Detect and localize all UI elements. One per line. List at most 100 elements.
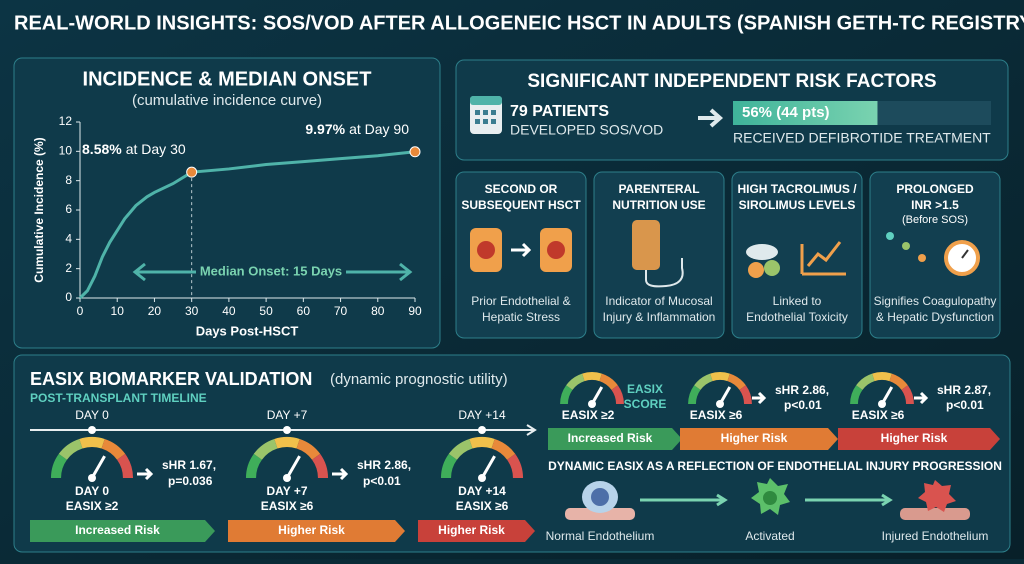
card-description: Indicator of Mucosal: [605, 294, 712, 308]
highlight-value: 8.58%: [82, 141, 122, 157]
cell-icons: [565, 478, 970, 520]
card-title: PARENTERAL: [618, 182, 699, 196]
y-tick-label: 0: [65, 290, 72, 304]
icon-part: [886, 232, 894, 240]
y-tick-label: 4: [65, 232, 72, 246]
gauge-segment: [710, 372, 730, 382]
highlight-point: [186, 166, 198, 178]
arrow: [137, 467, 154, 481]
highlight-label: 9.97% at Day 90: [305, 120, 409, 136]
panel-title: SIGNIFICANT INDEPENDENT RISK FACTORS: [527, 71, 936, 92]
gauge-segment: [599, 373, 618, 391]
gauge-segment: [469, 437, 495, 449]
gauge-needle: [90, 455, 106, 479]
icon-part: [511, 242, 532, 258]
icon-part: [800, 241, 846, 276]
p-value: p<0.01: [946, 398, 984, 412]
score-label: EASIX: [627, 382, 663, 396]
card: [869, 171, 1001, 339]
gauge-segment: [101, 438, 126, 461]
x-axis-label: Days Post-HSCT: [196, 323, 299, 338]
gauge-segment: [850, 385, 863, 405]
gauge-threshold: EASIX ≥6: [852, 408, 905, 422]
card: [731, 171, 863, 339]
annotation: Median Onset: 15 Days: [200, 263, 342, 278]
patients-text: DEVELOPED SOS/VOD: [510, 122, 663, 138]
x-tick-label: 60: [297, 304, 311, 318]
x-tick-label: 50: [259, 304, 273, 318]
timeline-day: DAY +7: [267, 408, 308, 422]
card: [455, 171, 587, 339]
card-icon: [470, 228, 572, 272]
card-description: Hepatic Stress: [482, 310, 560, 324]
card-subtitle: (Before SOS): [902, 214, 968, 226]
gauge-segment: [253, 438, 278, 461]
timeline: [30, 424, 537, 436]
y-tick-label: 12: [59, 114, 73, 128]
panel: [455, 59, 1009, 161]
calendar-icon: [470, 96, 502, 134]
gauge-threshold: EASIX ≥6: [261, 499, 314, 513]
highlight-point: [409, 146, 421, 158]
card-title: SUBSEQUENT HSCT: [461, 198, 581, 212]
gauge-segment: [688, 385, 701, 405]
timeline-day: DAY +14: [458, 408, 506, 422]
gauge-segment: [50, 453, 68, 479]
gauge-segment: [856, 373, 875, 391]
icon-part: [764, 260, 780, 276]
gauge-hub: [716, 400, 724, 408]
highlight-label: 8.58% at Day 30: [82, 141, 186, 157]
card-title: SIROLIMUS LEVELS: [739, 198, 856, 212]
gauge-hub: [88, 474, 96, 482]
gauge-segment: [889, 373, 908, 391]
card-description: Signifies Coagulopathy: [874, 294, 997, 308]
gauge-segment: [727, 373, 746, 391]
gauge-segment: [311, 453, 329, 479]
y-tick-label: 2: [65, 261, 72, 275]
arrow: [914, 391, 929, 405]
chart-subtitle: (cumulative incidence curve): [132, 92, 322, 109]
gauge-segment: [245, 453, 263, 479]
cell-label: Normal Endothelium: [546, 529, 655, 543]
gauge-segment: [448, 438, 473, 461]
x-tick-label: 20: [148, 304, 162, 318]
gauge-segment: [901, 385, 914, 405]
card-description: Injury & Inflammation: [603, 310, 716, 324]
arrow: [332, 467, 349, 481]
hazard-ratio: sHR 1.67,: [162, 458, 216, 472]
timeline-day: DAY 0: [75, 408, 109, 422]
card-icon: [632, 220, 684, 288]
y-tick-label: 10: [59, 144, 73, 158]
card-icon: [746, 241, 846, 278]
gauge-segment: [694, 373, 713, 391]
icon-part: [748, 262, 764, 278]
timeline-dot: [88, 426, 96, 434]
gauge-segment: [296, 438, 321, 461]
line: [78, 150, 416, 300]
treatment-label: 56% (44 pts): [742, 104, 830, 121]
gauge-day: DAY +7: [266, 484, 307, 498]
risk-band: [30, 520, 215, 542]
risk-label: Higher Risk: [278, 523, 345, 537]
gauge-needle: [480, 455, 496, 479]
gauge-segment: [58, 438, 83, 461]
p-value: p<0.01: [363, 474, 401, 488]
gauge-segment: [611, 385, 624, 405]
gauge-segment: [560, 385, 573, 405]
timeline-dot: [478, 426, 486, 434]
x-tick-label: 10: [111, 304, 125, 318]
risk-band: [228, 520, 405, 542]
highlight-text: at Day 90: [349, 120, 409, 136]
gauge-hub: [588, 400, 596, 408]
card-description: & Hepatic Dysfunction: [876, 310, 994, 324]
gauge-threshold: EASIX ≥6: [690, 408, 743, 422]
icon-part: [902, 242, 910, 250]
gauge-segment: [506, 453, 524, 479]
card-icon: [886, 232, 980, 276]
risk-label: Higher Risk: [438, 523, 505, 537]
card-title: HIGH TACROLIMUS /: [737, 182, 857, 196]
p-value: p<0.01: [784, 398, 822, 412]
gauge-threshold: EASIX ≥2: [562, 408, 615, 422]
p-value: p=0.036: [168, 474, 213, 488]
